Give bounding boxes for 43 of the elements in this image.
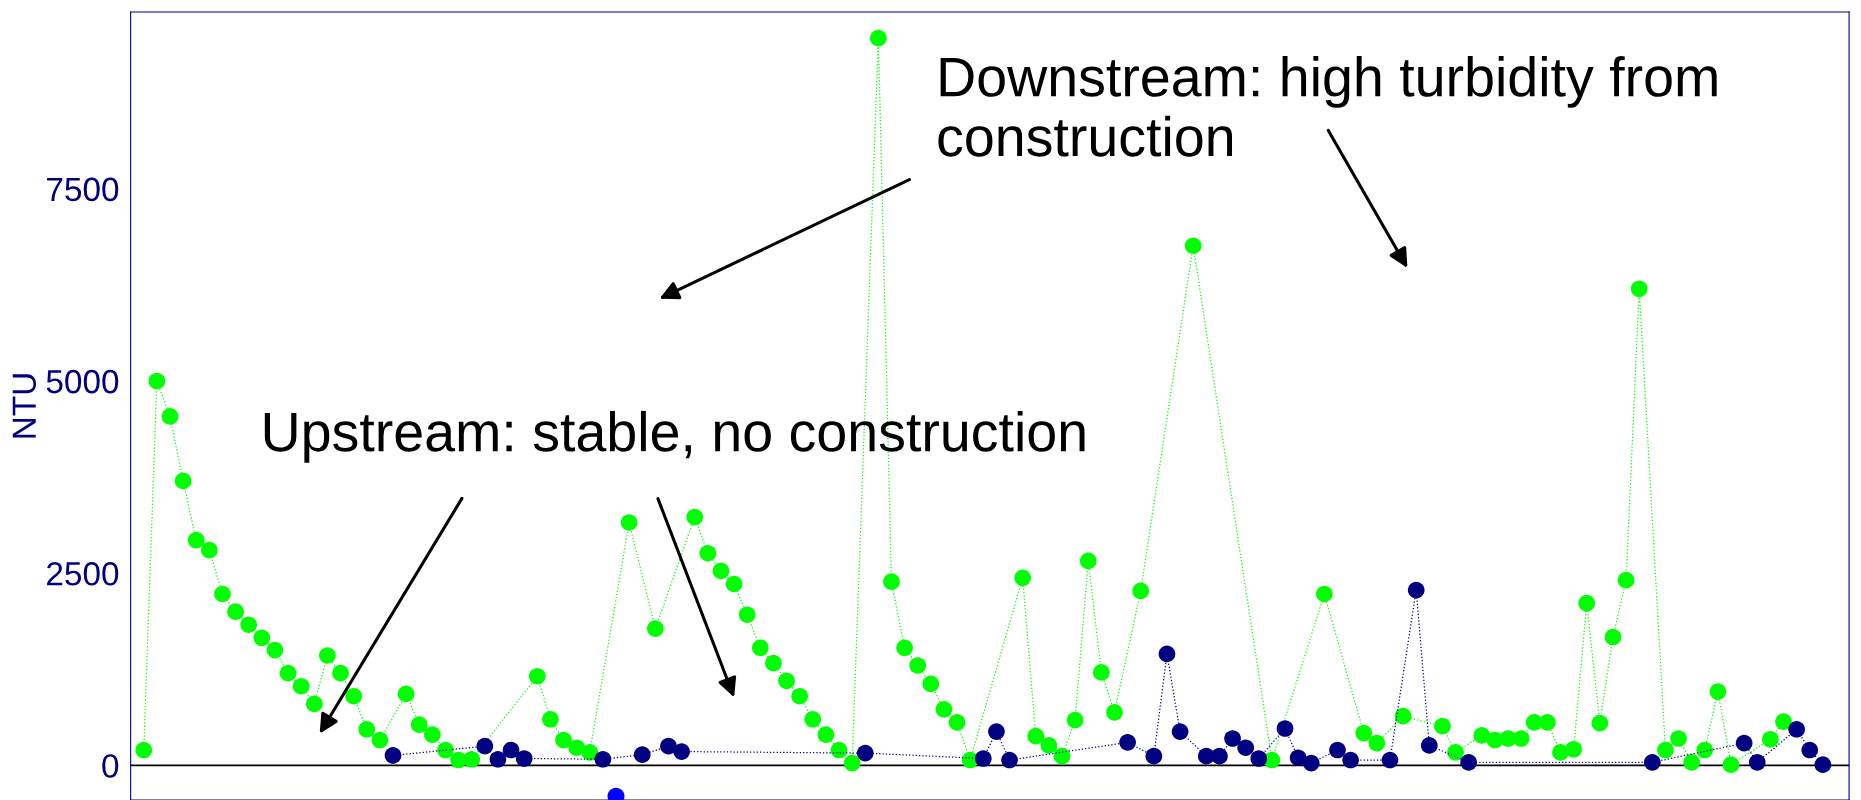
point	[594, 750, 612, 768]
point	[1814, 756, 1832, 773]
point	[673, 743, 690, 760]
point	[384, 747, 402, 764]
point	[1420, 737, 1438, 754]
annotation: Upstream: stable, no construction	[264, 410, 1085, 463]
point	[1001, 751, 1018, 769]
point	[476, 737, 494, 755]
point	[1145, 747, 1163, 765]
y-tick-label: 5000	[46, 369, 119, 394]
point	[1276, 720, 1294, 737]
point	[1381, 751, 1399, 769]
y-tick-label: 2500	[47, 562, 119, 586]
point	[1643, 754, 1661, 771]
point	[1224, 730, 1241, 747]
point	[988, 723, 1005, 740]
point	[633, 746, 651, 763]
point	[660, 737, 677, 755]
point	[1735, 734, 1753, 752]
point	[1289, 749, 1307, 767]
point	[1119, 734, 1136, 751]
point	[515, 750, 533, 767]
point	[1302, 754, 1320, 772]
point	[489, 750, 507, 768]
y-tick-label: 7500	[47, 177, 119, 202]
point	[1407, 581, 1425, 599]
point	[1748, 754, 1766, 771]
point	[974, 750, 992, 767]
point	[856, 744, 874, 762]
y-axis-title: NTU	[12, 374, 37, 438]
y-tick-label: 0	[102, 754, 119, 778]
annotation: Downstream: high turbidity from construction	[938, 56, 1717, 157]
point	[1211, 747, 1228, 765]
point	[1801, 741, 1819, 759]
point	[1460, 754, 1477, 771]
point	[1329, 741, 1346, 759]
point	[1158, 645, 1176, 663]
point	[502, 741, 520, 759]
point	[1250, 750, 1268, 767]
point	[1237, 739, 1254, 757]
point	[1788, 720, 1805, 738]
point	[1342, 751, 1359, 769]
point	[1171, 723, 1189, 740]
